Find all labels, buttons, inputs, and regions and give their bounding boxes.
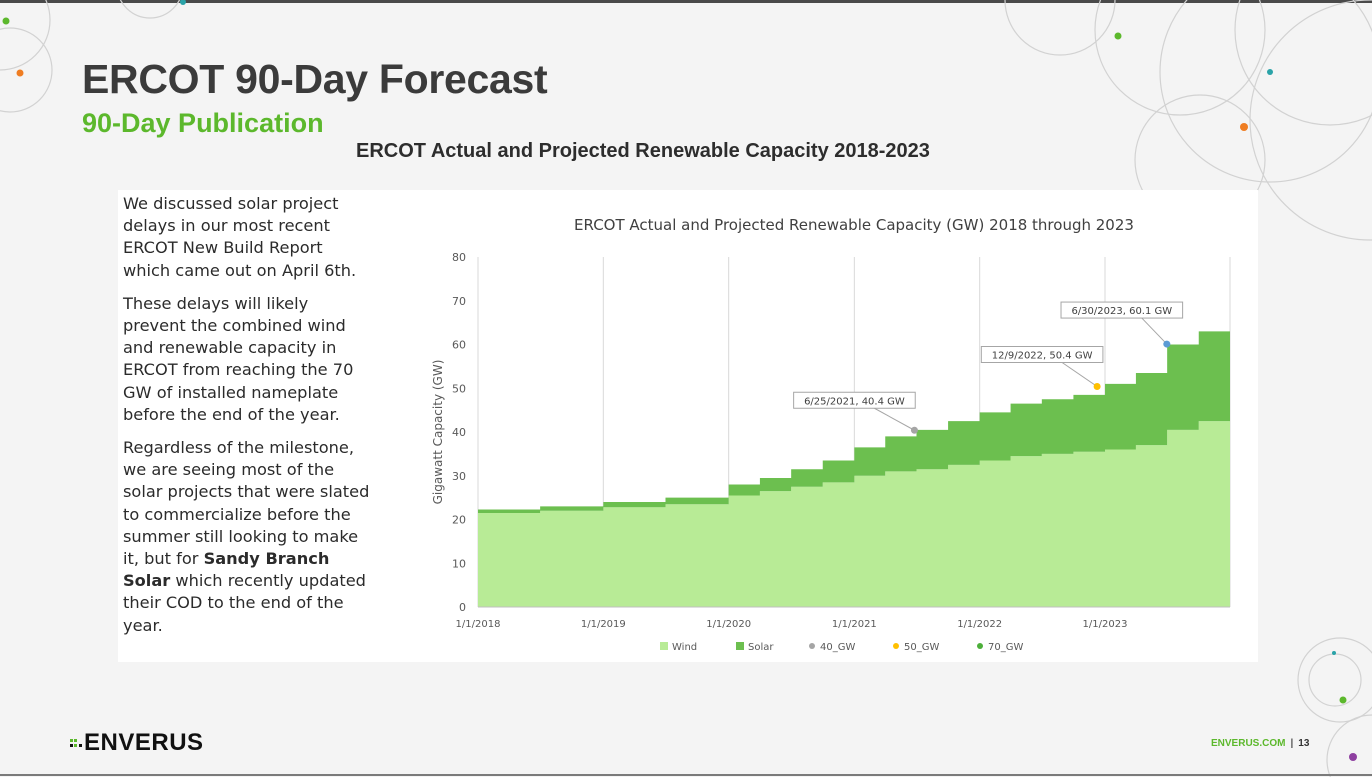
page-number: 13 <box>1298 738 1310 749</box>
y-tick-label: 40 <box>452 426 466 439</box>
annotation-marker <box>1093 383 1101 390</box>
logo-wordmark: ENVERUS <box>84 729 204 756</box>
bottom-border <box>0 774 1372 776</box>
y-tick-label: 70 <box>452 295 466 308</box>
y-tick-label: 10 <box>452 557 466 570</box>
y-axis-label: Gigawatt Capacity (GW) <box>431 360 445 505</box>
x-tick-label: 1/1/2021 <box>832 619 877 630</box>
annotation-leader <box>1061 362 1098 387</box>
y-tick-label: 50 <box>452 382 466 395</box>
logo-mark-icon <box>70 739 82 747</box>
paragraph-3: Regardless of the milestone, we are seei… <box>123 437 373 637</box>
y-tick-label: 80 <box>452 251 466 264</box>
annotation-leader <box>874 407 915 431</box>
footer-link[interactable]: ENVERUS.COM <box>1211 738 1286 749</box>
chart-heading: ERCOT Actual and Projected Renewable Cap… <box>356 140 930 162</box>
legend-label: 40_GW <box>820 642 855 653</box>
enverus-logo: ENVERUS <box>70 728 204 758</box>
legend-marker <box>893 643 899 649</box>
annotation-box <box>1060 301 1184 319</box>
chart-title: ERCOT Actual and Projected Renewable Cap… <box>574 216 1134 234</box>
annotation-marker <box>910 426 918 434</box>
annotation-leader <box>1141 317 1168 345</box>
top-border <box>0 0 1372 3</box>
annotation-label: 6/30/2023, 60.1 GW <box>1071 306 1172 317</box>
annotation-box <box>980 346 1104 363</box>
legend-swatch <box>660 642 668 650</box>
x-tick-label: 1/1/2018 <box>456 619 501 630</box>
paragraph-1: We discussed solar project delays in our… <box>123 194 357 280</box>
paragraph-2: These delays will likely prevent the com… <box>123 293 354 424</box>
annotation-box <box>793 391 916 409</box>
legend-label: 50_GW <box>904 642 939 653</box>
renewable-capacity-chart: ERCOT Actual and Projected Renewable Cap… <box>431 216 1231 653</box>
y-tick-label: 20 <box>452 514 466 527</box>
x-tick-label: 1/1/2022 <box>957 619 1002 630</box>
legend-marker <box>977 643 983 649</box>
solar-area <box>478 305 1230 513</box>
project-name: Sandy Branch Solar <box>123 549 330 591</box>
annotation-marker <box>1163 340 1171 348</box>
legend-label: 70_GW <box>988 642 1023 653</box>
wind-area <box>478 418 1230 607</box>
x-tick-label: 1/1/2020 <box>706 619 751 630</box>
annotation-label: 12/9/2022, 50.4 GW <box>992 351 1093 362</box>
footer-separator: | <box>1290 738 1294 749</box>
footer: ENVERUS.COM | 13 <box>1211 738 1309 749</box>
annotation-label: 6/25/2021, 40.4 GW <box>804 396 905 407</box>
y-tick-label: 60 <box>452 339 466 352</box>
legend-swatch <box>736 642 744 650</box>
x-tick-label: 1/1/2019 <box>581 619 626 630</box>
slide-subtitle: 90-Day Publication <box>82 108 324 138</box>
legend-marker <box>809 643 815 649</box>
x-tick-label: 1/1/2023 <box>1083 619 1128 630</box>
legend-label: Solar <box>748 642 774 653</box>
commentary-text: We discussed solar project delays in our… <box>123 193 373 648</box>
legend-label: Wind <box>672 642 697 653</box>
paragraph-3-lead: Regardless of the milestone, we are seei… <box>123 438 370 569</box>
slide-title: ERCOT 90-Day Forecast <box>82 56 548 102</box>
y-tick-label: 30 <box>452 470 466 483</box>
paragraph-3-tail: which recently updated their COD to the … <box>123 571 366 635</box>
y-tick-label: 0 <box>459 601 466 614</box>
